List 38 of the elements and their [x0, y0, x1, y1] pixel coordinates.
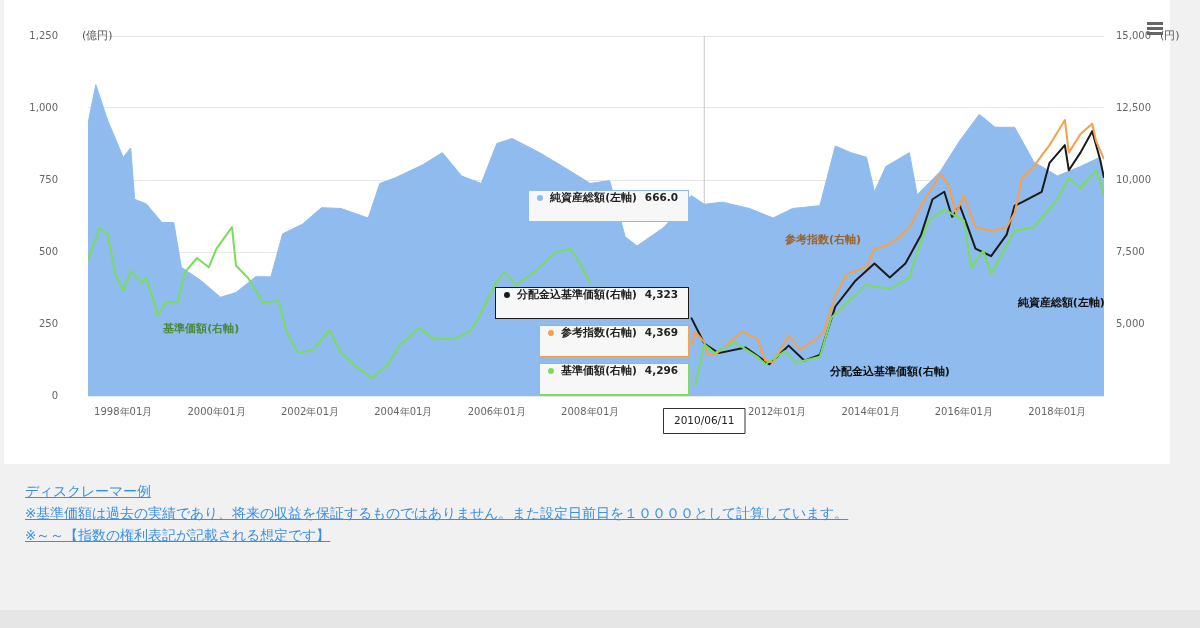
x-tick-label: 2018年01月	[1028, 405, 1087, 417]
x-tick-label: 2014年01月	[841, 405, 900, 417]
y-tick-label: 0	[51, 389, 58, 401]
y-tick-label: 1,000	[29, 101, 58, 113]
text: 参考指数(右軸)	[784, 233, 862, 247]
legend-label: 参考指数(右軸)	[561, 326, 637, 338]
text: ※基準価額は過去の実績であり、将来の収益を保証するものではありません。また設定日前日を１００００として計算しています。	[25, 504, 849, 523]
y2-tick-label: 12,500	[1116, 101, 1151, 113]
y-tick-label: 750	[38, 173, 58, 185]
y-tick-label: 1,250	[29, 29, 58, 41]
y-tick-label: 500	[38, 245, 58, 257]
ref-line-label: 2010/06/11	[673, 413, 735, 426]
annotation: 4,296	[644, 364, 679, 376]
x-tick-label: 1998年01月	[94, 405, 153, 417]
text: ディスクレーマー例	[25, 482, 152, 501]
x-tick-label: 2008年01月	[561, 405, 620, 417]
y2-tick-label: 7,500	[1116, 245, 1145, 257]
y-tick-label: 250	[38, 317, 58, 329]
x-tick-label: 2012年01月	[747, 405, 807, 417]
x-tick-label: 2000年01月	[187, 405, 246, 417]
annotation: 4,369	[644, 326, 679, 338]
y2-tick-label: 10,000	[1116, 173, 1151, 185]
legend-label: 基準価額(右軸)	[561, 364, 637, 376]
legend-label: 分配金込基準価額(右軸)	[517, 288, 637, 300]
y2-tick-label: 5,000	[1116, 317, 1145, 329]
text: 純資産総額(左軸)	[1017, 296, 1105, 310]
x-tick-label: 2004年01月	[374, 405, 433, 417]
x-tick-label: 2002年01月	[280, 405, 340, 417]
legend-label: 純資産総額(左軸)	[550, 191, 637, 203]
y2-tick-label: 15,000	[1116, 29, 1151, 41]
text: 基準価額(右軸)	[163, 321, 240, 335]
x-tick-label: 2006年01月	[467, 405, 526, 417]
x-tick-label: 2016年01月	[934, 405, 993, 417]
annotation: 666.0	[644, 191, 679, 203]
y-axis-title: (億円)	[82, 28, 113, 42]
text: 分配金込基準価額(右軸)	[829, 364, 950, 378]
text: ※～～【指数の権利表記が記載される想定です】	[25, 526, 332, 545]
annotation: 4,323	[644, 288, 679, 300]
